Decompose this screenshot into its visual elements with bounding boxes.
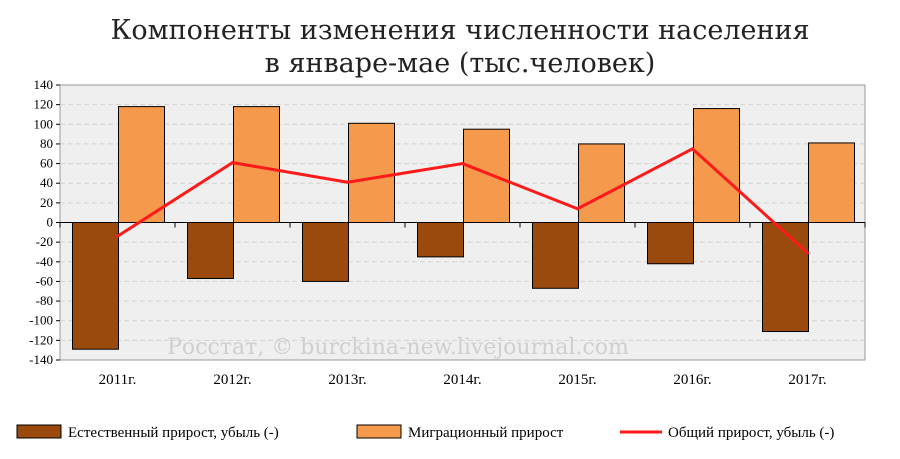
- natural-growth-bar: [72, 222, 119, 350]
- y-tick-label: -120: [29, 332, 53, 347]
- watermark: Росстат, © burckina-new.livejournal.com: [167, 335, 629, 360]
- total-growth-point: [461, 162, 464, 166]
- y-tick-label: 80: [40, 136, 53, 151]
- natural-growth-bar: [302, 222, 349, 282]
- y-tick-label: 40: [40, 175, 53, 190]
- migration-growth-bar: [463, 128, 510, 223]
- y-tick-label: 20: [40, 195, 53, 210]
- migration-growth-bar: [578, 143, 625, 223]
- total-growth-line: [116, 147, 809, 255]
- category-label: 2017г.: [788, 372, 826, 388]
- legend-label: Общий прирост, убыль (-): [668, 425, 834, 441]
- natural-growth-bar: [647, 222, 694, 265]
- legend-swatch: [356, 424, 402, 439]
- natural-growth-bar: [762, 222, 809, 333]
- chart-title-line-2: в январе-мае (тыс.человек): [265, 48, 656, 79]
- y-tick-label: -60: [36, 273, 53, 288]
- y-axis-ticks: 140 120 100 80 60 40 20 0 -20 -40 -60 -80 -100 -120 -1…: [29, 77, 60, 367]
- category-label: 2012г.: [213, 372, 251, 388]
- y-tick-label: 120: [34, 97, 54, 112]
- migration-growth-bar: [808, 142, 855, 223]
- category-label: 2014г.: [443, 372, 481, 388]
- total-growth-point: [231, 161, 234, 165]
- y-tick-label: -80: [36, 293, 53, 308]
- chart-title-line-1: Компоненты изменения численности населен…: [111, 15, 810, 46]
- y-tick-label: -100: [29, 313, 53, 328]
- natural-growth-bar: [187, 222, 234, 279]
- total-growth-point: [116, 234, 119, 238]
- category-label: 2015г.: [558, 372, 596, 388]
- y-tick-label: -140: [29, 352, 53, 367]
- natural-growth-bar: [532, 222, 579, 289]
- legend: Естественный прирост, убыль (-) Миграцион…: [16, 424, 834, 441]
- category-label: 2011г.: [99, 372, 137, 388]
- legend-label: Естественный прирост, убыль (-): [68, 425, 279, 441]
- migration-growth-bar: [118, 106, 165, 223]
- category-label: 2016г.: [673, 372, 711, 388]
- y-tick-label: -20: [36, 234, 53, 249]
- total-growth-point: [576, 207, 579, 211]
- legend-swatch: [16, 424, 62, 439]
- y-tick-label: 0: [47, 215, 54, 230]
- natural-growth-bar: [417, 222, 464, 258]
- total-growth-point: [691, 147, 694, 151]
- zero-axis: [59, 222, 866, 228]
- migration-growth-bar: [348, 122, 395, 223]
- x-axis-labels: 2011г. 2012г. 2013г. 2014г. 2015г. 2016г. 2017…: [99, 372, 827, 388]
- category-label: 2013г.: [328, 372, 366, 388]
- migration-growth-bar: [693, 108, 740, 223]
- y-tick-label: 140: [34, 77, 54, 92]
- total-growth-point: [346, 180, 349, 184]
- legend-label: Миграционный прирост: [408, 425, 564, 441]
- y-tick-label: 60: [40, 156, 53, 171]
- y-tick-label: 100: [34, 116, 54, 131]
- y-tick-label: -40: [36, 254, 53, 269]
- total-growth-point: [806, 251, 809, 255]
